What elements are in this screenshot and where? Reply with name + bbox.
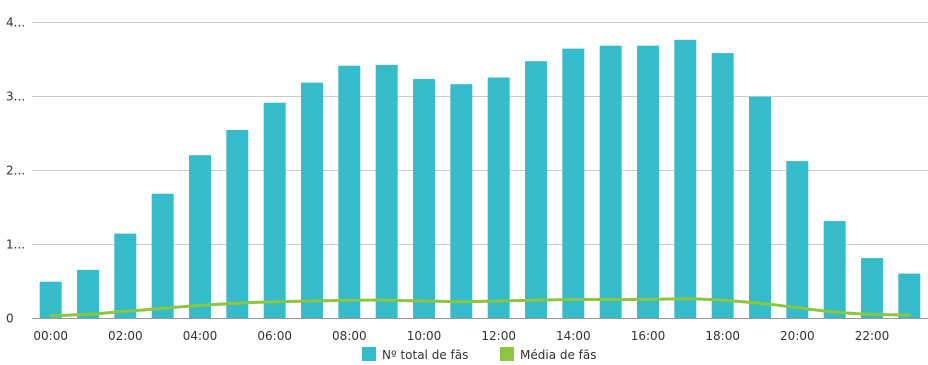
- y-tick-label: 0: [6, 312, 14, 326]
- line-series: [49, 297, 911, 318]
- bar[interactable]: [674, 39, 697, 319]
- bar[interactable]: [413, 79, 435, 318]
- x-tick-label: 10:00: [407, 329, 442, 343]
- bar[interactable]: [525, 61, 547, 318]
- gridlines: [32, 22, 928, 319]
- x-tick-label: 12:00: [481, 329, 516, 343]
- bar[interactable]: [599, 45, 622, 318]
- y-tick-label: 3...: [6, 90, 25, 104]
- bar[interactable]: [823, 221, 846, 318]
- bar[interactable]: [263, 102, 286, 318]
- bar[interactable]: [749, 96, 771, 318]
- bar[interactable]: [338, 65, 361, 318]
- bar[interactable]: [711, 53, 734, 318]
- x-tick-label: 14:00: [556, 329, 591, 343]
- legend: Nº total de fãs Média de fãs: [362, 347, 597, 362]
- bar[interactable]: [786, 161, 809, 318]
- x-tick-label: 08:00: [332, 329, 367, 343]
- y-tick-label: 1...: [6, 238, 25, 252]
- x-tick-label: 20:00: [780, 329, 815, 343]
- bar[interactable]: [226, 130, 249, 318]
- legend-swatch-average-fans[interactable]: [500, 347, 514, 361]
- y-axis-ticks: 0 1... 2... 3... 4...: [6, 16, 25, 326]
- bar[interactable]: [39, 281, 62, 318]
- bar[interactable]: [898, 273, 921, 318]
- bar[interactable]: [562, 48, 585, 318]
- x-tick-label: 22:00: [855, 329, 890, 343]
- x-tick-label: 02:00: [108, 329, 143, 343]
- bar[interactable]: [637, 45, 659, 318]
- x-tick-label: 16:00: [631, 329, 666, 343]
- x-tick-label: 04:00: [183, 329, 218, 343]
- x-tick-label: 00:00: [33, 329, 68, 343]
- y-tick-label: 4...: [6, 16, 25, 30]
- x-tick-label: 06:00: [257, 329, 292, 343]
- legend-label-average-fans[interactable]: Média de fãs: [520, 348, 597, 362]
- bar[interactable]: [151, 193, 174, 318]
- bar[interactable]: [301, 82, 323, 318]
- legend-label-total-fans[interactable]: Nº total de fãs: [382, 348, 468, 362]
- bar[interactable]: [487, 77, 510, 319]
- bar[interactable]: [189, 155, 211, 318]
- legend-swatch-total-fans[interactable]: [362, 347, 376, 361]
- bar[interactable]: [114, 233, 137, 318]
- bar[interactable]: [375, 64, 398, 319]
- average-fans-line: [49, 297, 911, 318]
- bar-series: [39, 39, 921, 319]
- bar[interactable]: [77, 269, 99, 318]
- x-tick-label: 18:00: [705, 329, 740, 343]
- bar[interactable]: [861, 258, 883, 318]
- y-tick-label: 2...: [6, 164, 25, 178]
- x-axis-ticks: 00:00 02:00 04:00 06:00 08:00 10:00 12:00 14:00…: [33, 329, 889, 343]
- bar[interactable]: [450, 84, 473, 318]
